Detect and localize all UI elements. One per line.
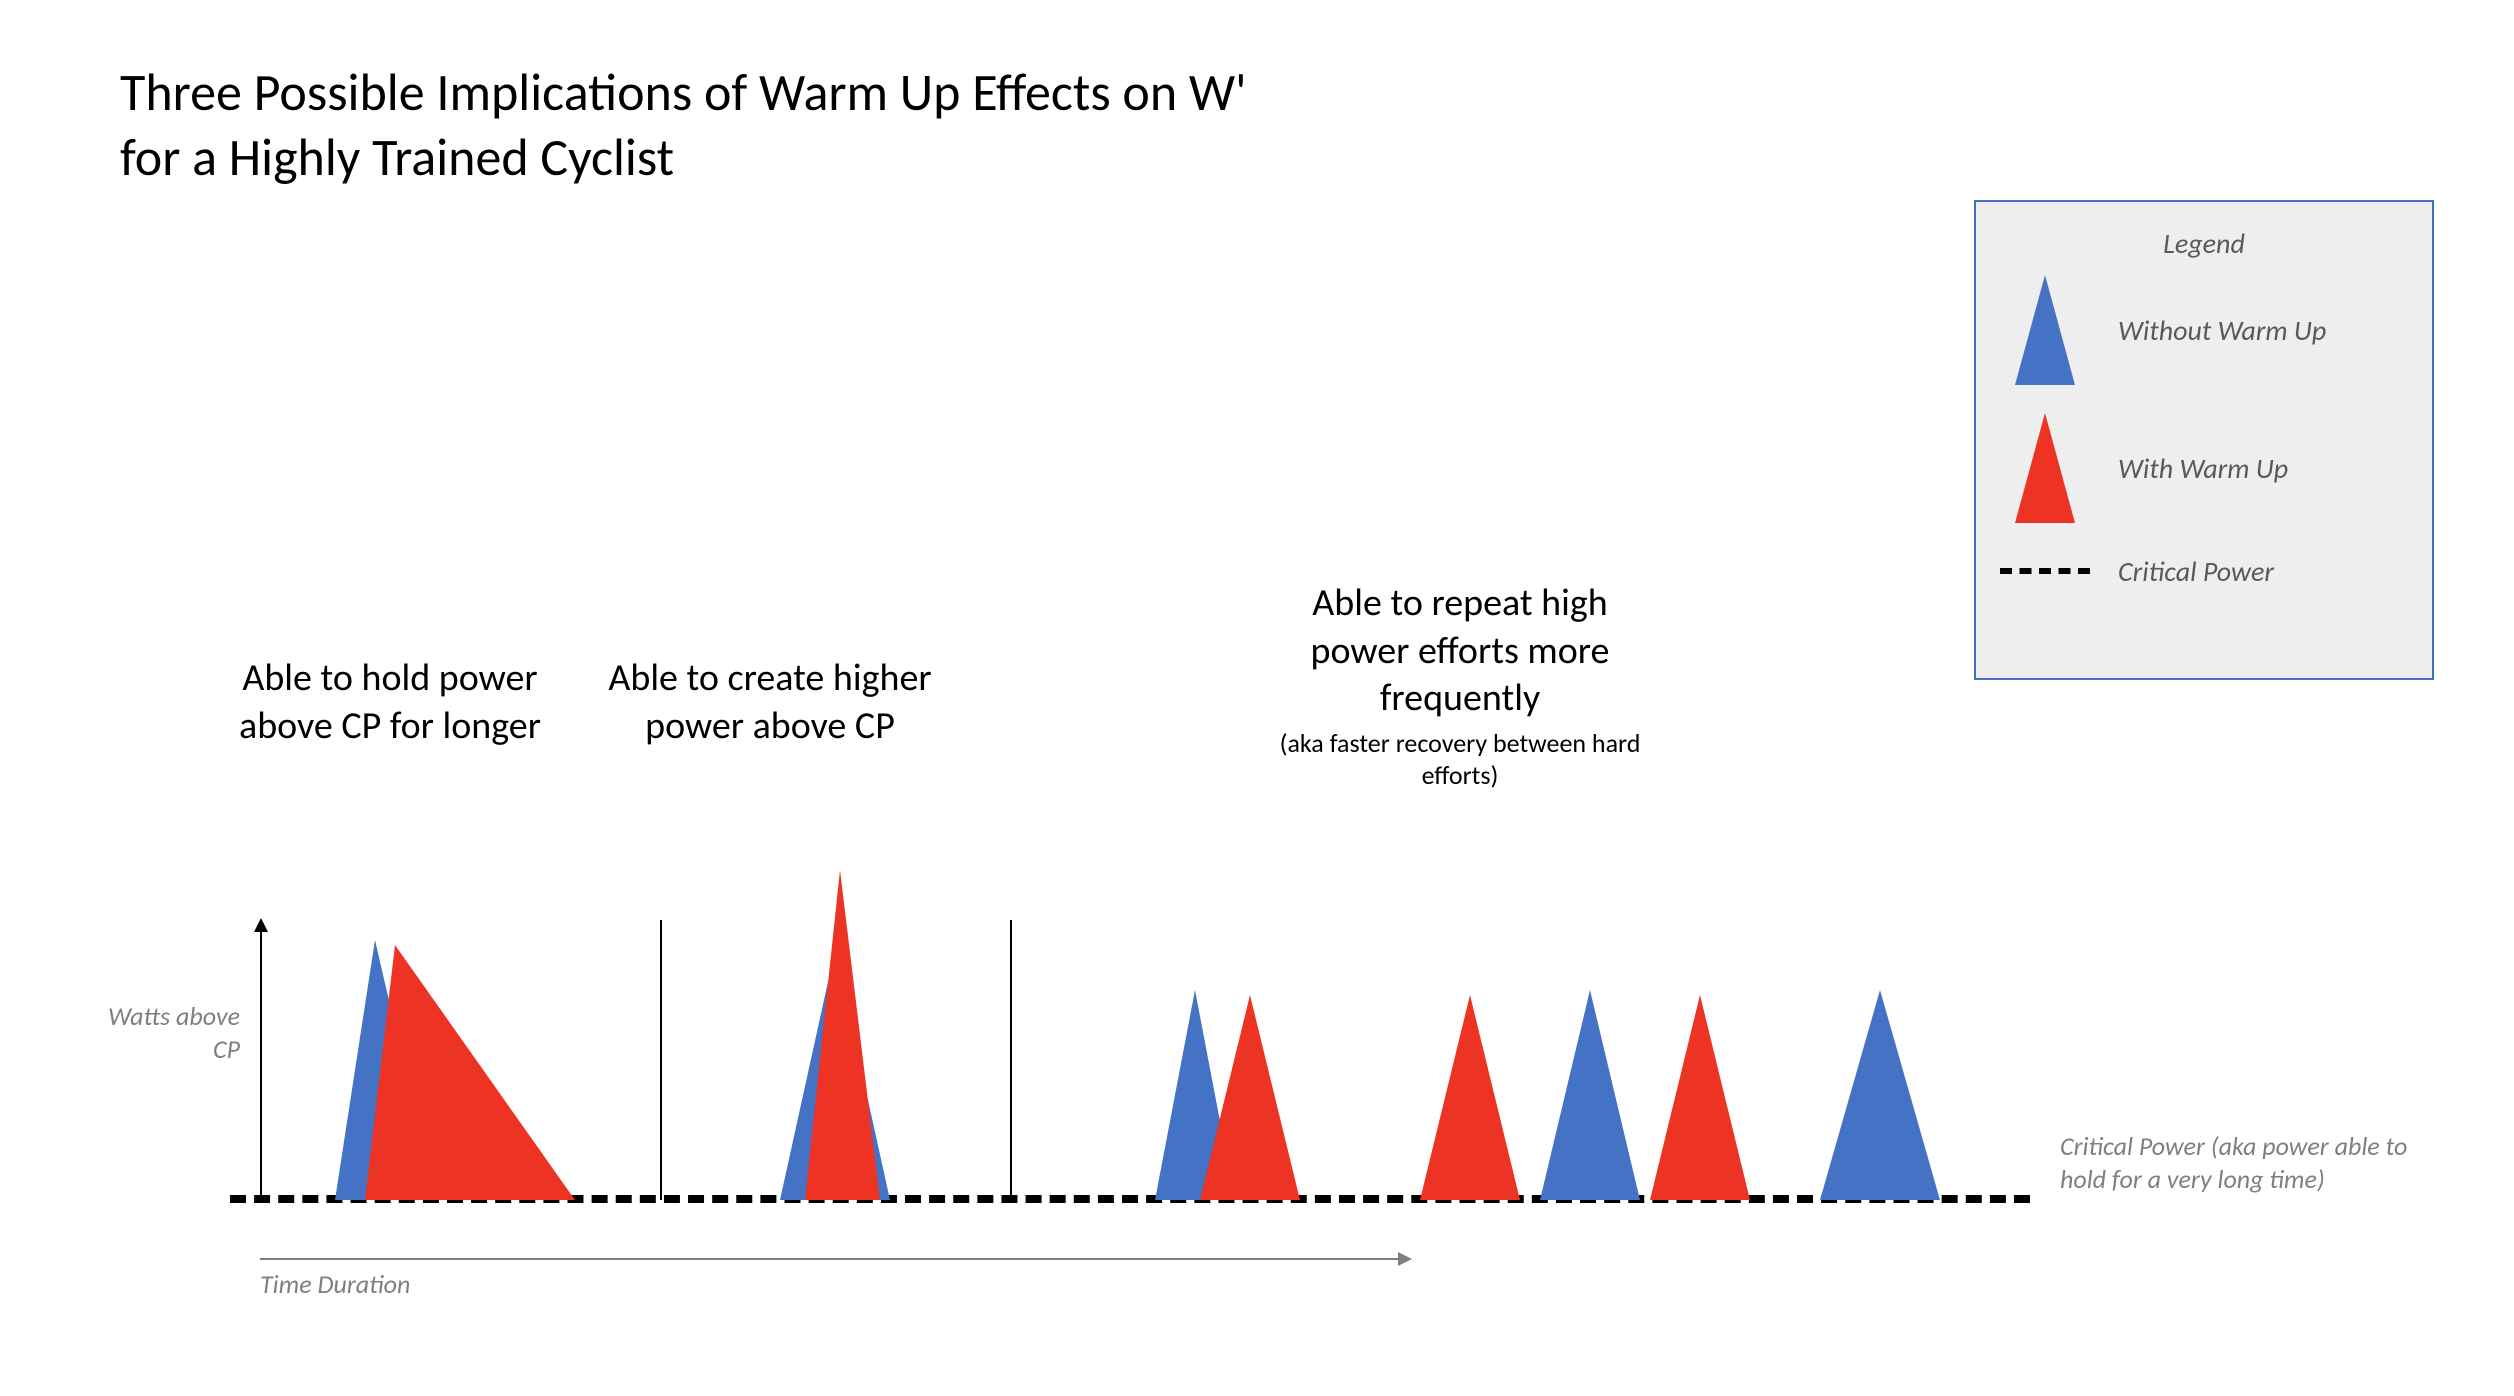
- x-axis-label: Time Duration: [260, 1268, 410, 1300]
- red-effort-triangle: [365, 945, 575, 1200]
- blue-effort-triangle: [1540, 990, 1640, 1200]
- slide: Three Possible Implications of Warm Up E…: [0, 0, 2514, 1396]
- legend-label: Without Warm Up: [2118, 313, 2408, 348]
- chart-area: [260, 920, 2020, 1200]
- legend-label: Critical Power: [2118, 554, 2408, 589]
- critical-power-label: Critical Power (aka power able to hold f…: [2060, 1130, 2440, 1195]
- section-caption: Able to repeat high power efforts more f…: [1260, 580, 1660, 792]
- section-divider: [660, 920, 662, 1200]
- title-line-2: for a Highly Trained Cyclist: [120, 125, 674, 189]
- red-effort-triangle: [1200, 995, 1300, 1200]
- blue-effort-triangle: [1820, 990, 1940, 1200]
- dashed-line-icon: [2000, 568, 2090, 574]
- legend-item-critical-power: Critical Power: [2000, 551, 2408, 591]
- slide-title: Three Possible Implications of Warm Up E…: [120, 60, 1247, 190]
- y-axis-label: Watts above CP: [90, 1000, 240, 1065]
- legend-title: Legend: [2000, 226, 2408, 261]
- red-triangle-icon: [2000, 413, 2090, 523]
- time-duration-arrow: [260, 1258, 1410, 1260]
- section-caption: Able to create higher power above CP: [600, 655, 940, 750]
- section-caption: Able to hold power above CP for longer: [220, 655, 560, 750]
- blue-triangle-icon: [2000, 275, 2090, 385]
- section-divider: [1010, 920, 1012, 1200]
- legend-item-without-warmup: Without Warm Up: [2000, 275, 2408, 385]
- title-line-1: Three Possible Implications of Warm Up E…: [120, 60, 1247, 124]
- section-caption-sub: (aka faster recovery between hard effort…: [1260, 727, 1660, 792]
- red-effort-triangle: [805, 870, 880, 1200]
- y-axis: [260, 920, 262, 1200]
- legend: Legend Without Warm Up With Warm Up Crit…: [1974, 200, 2434, 680]
- red-effort-triangle: [1650, 995, 1750, 1200]
- legend-item-with-warmup: With Warm Up: [2000, 413, 2408, 523]
- red-effort-triangle: [1420, 995, 1520, 1200]
- legend-label: With Warm Up: [2118, 451, 2408, 486]
